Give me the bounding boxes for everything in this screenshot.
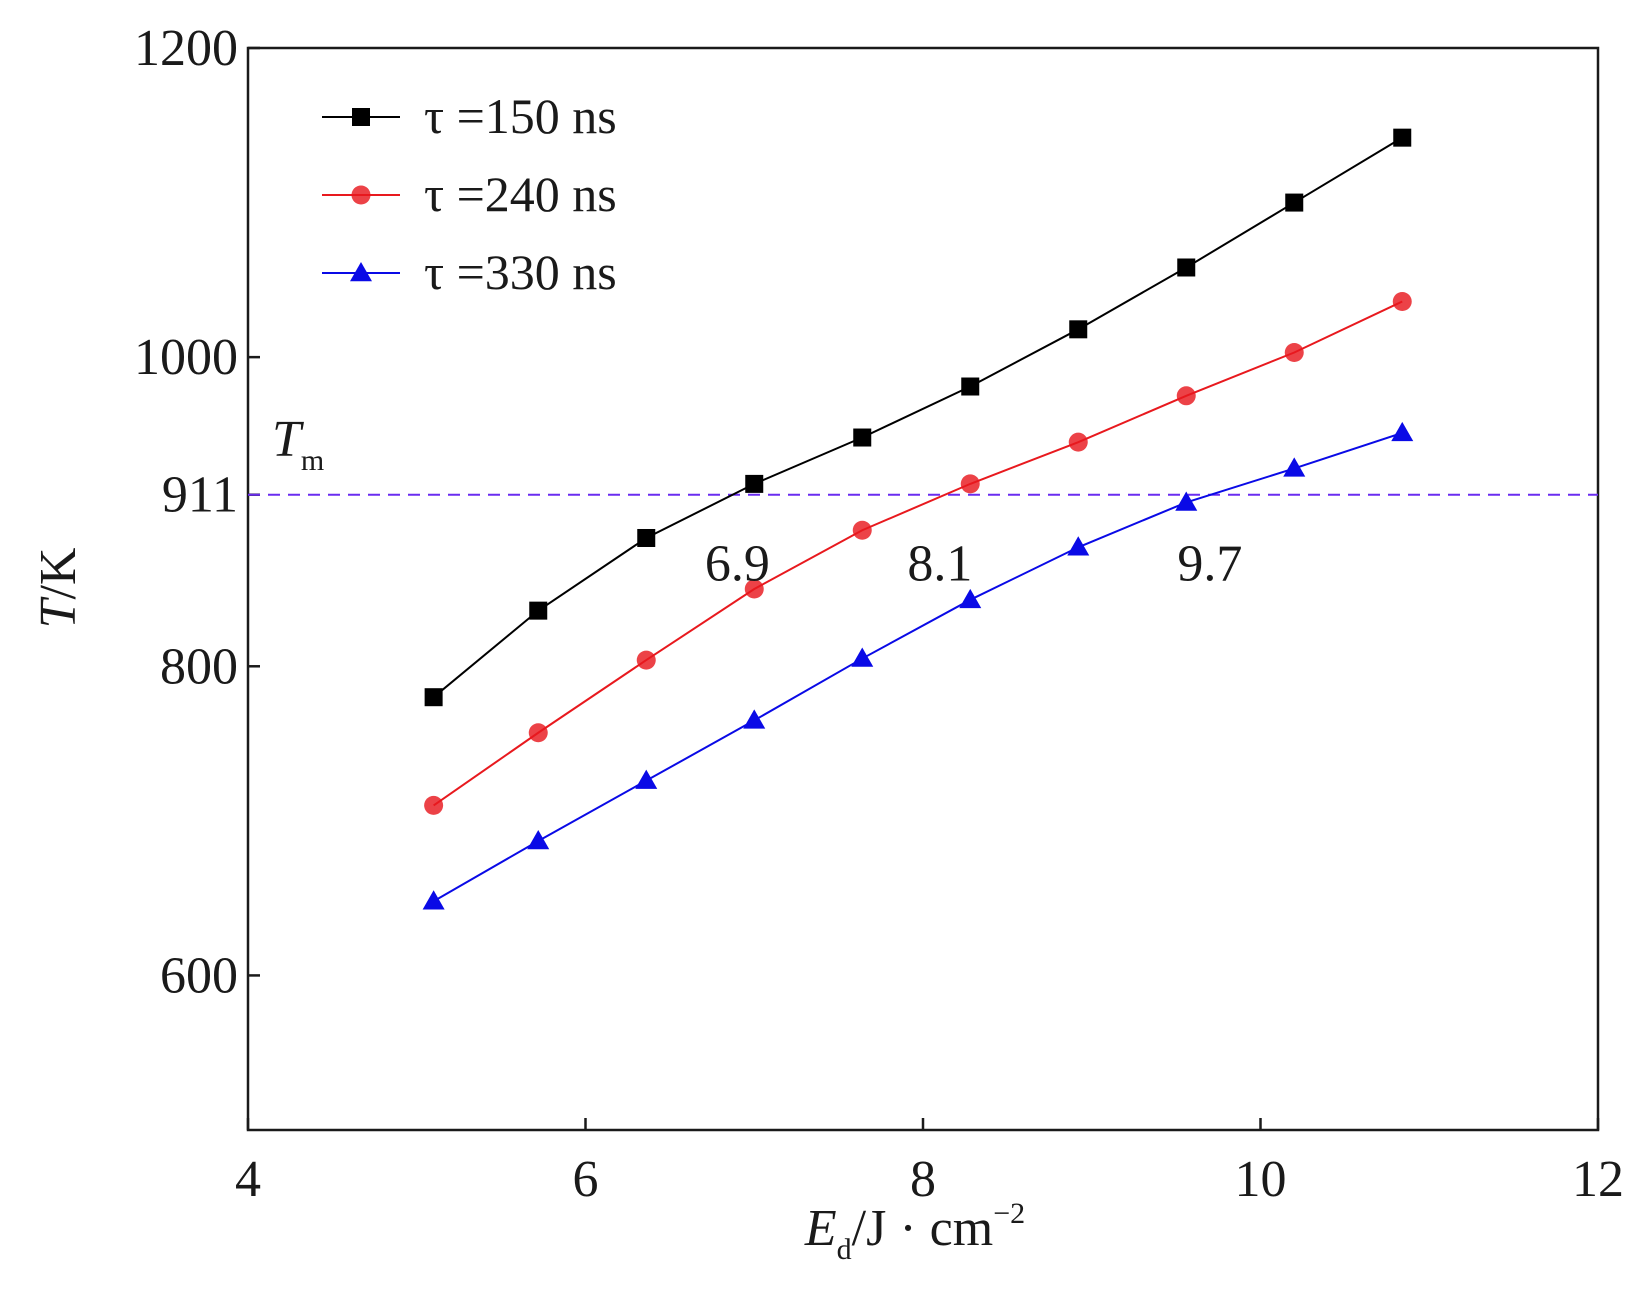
crossing-value-label: 8.1: [907, 535, 972, 592]
data-point: [1177, 258, 1196, 277]
data-point: [528, 723, 548, 743]
series-layer: [422, 128, 1414, 910]
x-tick-label: 10: [1235, 1151, 1287, 1208]
y-axis-title-main: T: [30, 596, 87, 628]
data-point: [853, 428, 872, 447]
data-point: [1069, 320, 1088, 339]
data-point: [1393, 128, 1412, 147]
series-line: [433, 300, 1403, 807]
y-axis-title-rest: /K: [30, 547, 87, 599]
data-point: [424, 688, 443, 707]
legend-item-3: τ =330 ns: [322, 244, 617, 300]
y-tick-label: 1000: [134, 329, 238, 386]
series-line: [432, 136, 1403, 698]
data-point: [745, 474, 764, 493]
x-tick-label: 8: [910, 1151, 936, 1208]
x-axis-title: Ed/J · cm−2: [804, 1197, 1025, 1266]
legend-marker: [352, 108, 370, 126]
data-point: [1067, 536, 1090, 556]
data-point: [1391, 421, 1414, 442]
x-tick-label: 12: [1572, 1151, 1624, 1208]
tm-label: Tm: [272, 411, 324, 477]
x-axis-title-sup: −2: [993, 1197, 1025, 1230]
legend-label: τ =240 ns: [424, 166, 617, 222]
data-point: [1068, 432, 1088, 452]
x-axis-title-main: E: [804, 1200, 837, 1257]
data-point: [637, 528, 656, 547]
data-point: [636, 650, 656, 670]
y-axis-ticks: 600 800 911 1000 1200: [134, 20, 260, 1004]
data-point: [959, 588, 982, 609]
data-point: [744, 579, 764, 599]
data-point: [1284, 343, 1304, 363]
data-point: [1392, 291, 1412, 311]
y-axis-title: T/K: [30, 547, 87, 628]
y-tick-label: 800: [160, 638, 238, 695]
x-axis-title-sub: d: [837, 1233, 852, 1266]
legend-item-1: τ =150 ns: [322, 88, 617, 144]
crossing-annotations: 6.9 8.1 9.7: [705, 535, 1243, 592]
data-point: [1176, 386, 1196, 406]
data-point: [527, 829, 550, 850]
x-tick-label: 6: [573, 1151, 599, 1208]
data-point: [1285, 193, 1304, 212]
crossing-value-label: 6.9: [705, 535, 770, 592]
crossing-value-label: 9.7: [1177, 535, 1242, 592]
legend-label: τ =330 ns: [424, 244, 617, 300]
x-axis-ticks: 4 6 8 10 12: [235, 1118, 1624, 1208]
legend-label: τ =150 ns: [424, 88, 617, 144]
data-point: [529, 601, 548, 620]
data-point: [1283, 457, 1306, 477]
y-tick-label: 600: [160, 947, 238, 1004]
data-point: [743, 709, 766, 729]
series-1: [424, 128, 1412, 707]
y-tick-label: 1200: [134, 20, 238, 77]
data-point: [422, 890, 445, 910]
data-point: [961, 377, 980, 396]
x-axis-title-rest: /J · cm: [852, 1200, 994, 1257]
data-point: [852, 520, 872, 540]
series-line: [433, 431, 1403, 903]
data-point: [960, 474, 980, 494]
data-point: [1175, 491, 1198, 511]
y-tick-label: 911: [162, 467, 238, 524]
data-point: [851, 647, 874, 667]
tm-label-sub: m: [301, 444, 324, 477]
x-tick-label: 4: [235, 1151, 261, 1208]
series-3: [422, 421, 1414, 910]
legend-marker: [350, 262, 372, 282]
data-point: [635, 769, 658, 789]
series-2: [424, 291, 1412, 815]
tm-label-main: T: [272, 411, 304, 468]
legend: τ =150 ns τ =240 ns τ =330 ns: [322, 88, 617, 300]
legend-item-2: τ =240 ns: [322, 166, 617, 222]
data-point: [424, 795, 444, 815]
legend-marker: [351, 185, 371, 205]
